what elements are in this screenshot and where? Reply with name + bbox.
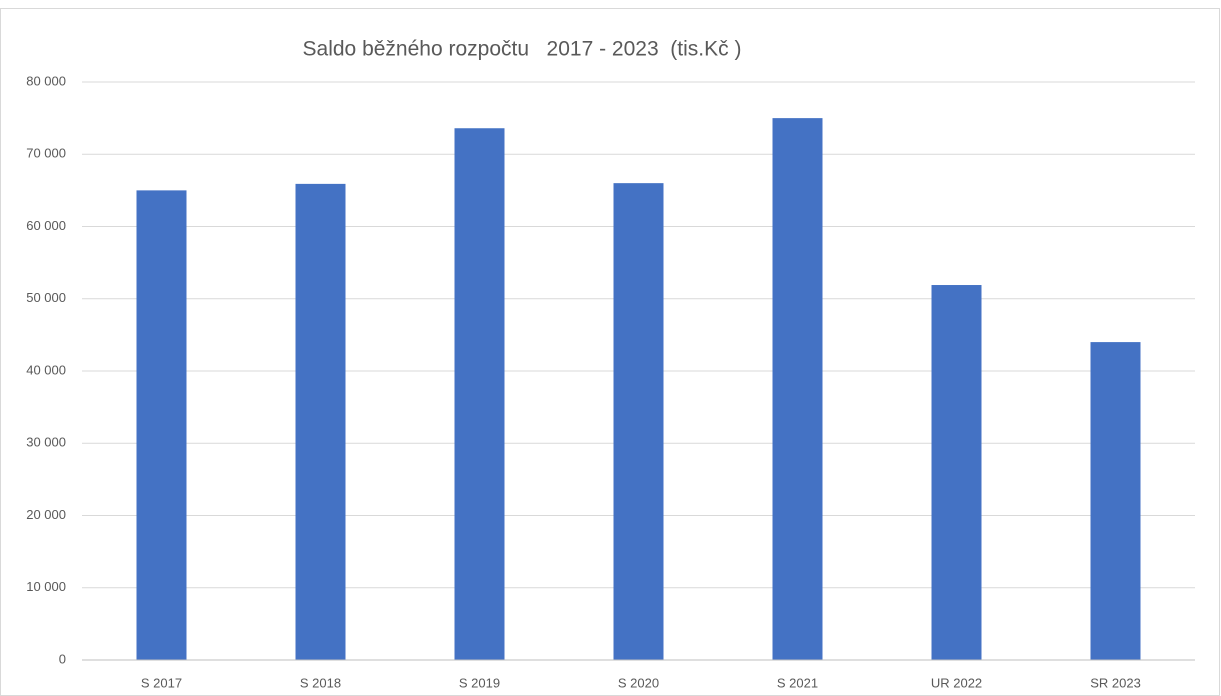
x-tick-label: SR 2023 <box>1090 675 1141 690</box>
bar <box>772 118 823 660</box>
bar <box>295 183 346 660</box>
x-tick-label: UR 2022 <box>931 675 982 690</box>
x-tick-label: S 2021 <box>777 675 818 690</box>
bar <box>454 128 505 661</box>
chart-border <box>0 8 1220 696</box>
x-tick-label: S 2018 <box>300 675 341 690</box>
y-tick-label: 0 <box>59 651 66 666</box>
y-tick-label: 70 000 <box>26 146 66 161</box>
bar <box>931 285 982 660</box>
bar <box>1090 342 1141 660</box>
y-tick-label: 10 000 <box>26 579 66 594</box>
bar <box>136 190 187 660</box>
bar <box>613 183 664 660</box>
y-tick-label: 80 000 <box>26 73 66 88</box>
x-tick-label: S 2019 <box>459 675 500 690</box>
y-tick-label: 30 000 <box>26 435 66 450</box>
y-tick-label: 40 000 <box>26 362 66 377</box>
chart-title: Saldo běžného rozpočtu 2017 - 2023 (tis.… <box>303 38 742 61</box>
x-tick-label: S 2020 <box>618 675 659 690</box>
y-tick-label: 20 000 <box>26 507 66 522</box>
x-tick-label: S 2017 <box>141 675 182 690</box>
y-tick-label: 50 000 <box>26 290 66 305</box>
y-tick-label: 60 000 <box>26 218 66 233</box>
